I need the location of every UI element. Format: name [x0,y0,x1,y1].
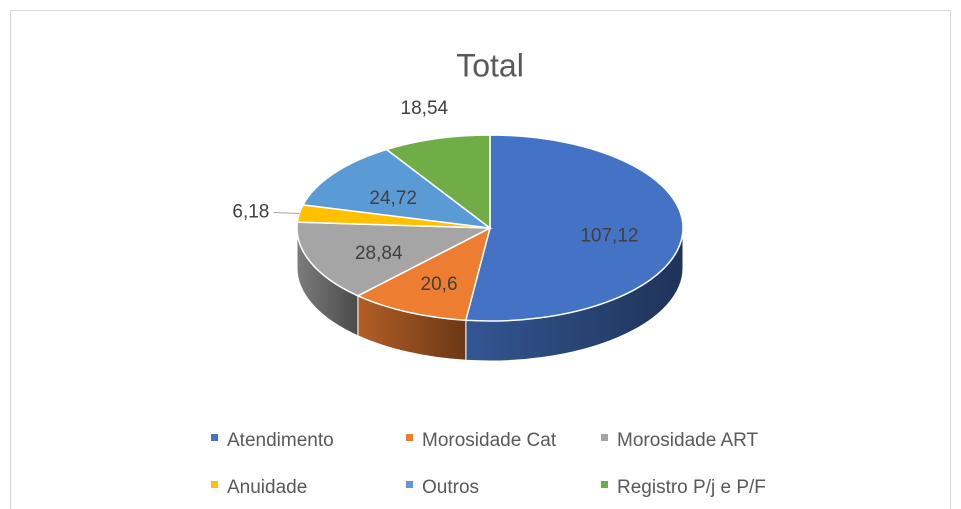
data-label: 18,54 [401,98,449,119]
legend-swatch [406,481,413,488]
legend-swatch [406,434,413,441]
slice [356,226,492,322]
chart-title: Total [456,47,524,83]
legend-swatch [601,481,608,488]
legend-label: Anuidade [227,477,307,498]
data-label: 28,84 [355,243,403,264]
data-label: 107,12 [580,226,638,247]
chart-border [10,10,951,509]
data-label: 20,6 [421,274,458,295]
legend-swatch [601,434,608,441]
slice [301,148,493,230]
slice [384,134,491,230]
legend-swatch [211,481,218,488]
leader-line [273,211,300,214]
data-label: 24,72 [369,188,417,209]
slice [464,134,684,322]
legend-label: Outros [422,477,479,498]
legend-swatch [211,434,218,441]
legend-label: Morosidade Cat [422,430,557,451]
legend-label: Atendimento [227,430,334,451]
data-label: 6,18 [232,201,269,222]
legend-label: Registro P/j e P/F [617,477,766,498]
slice [296,221,491,297]
legend-label: Morosidade ART [617,430,759,451]
